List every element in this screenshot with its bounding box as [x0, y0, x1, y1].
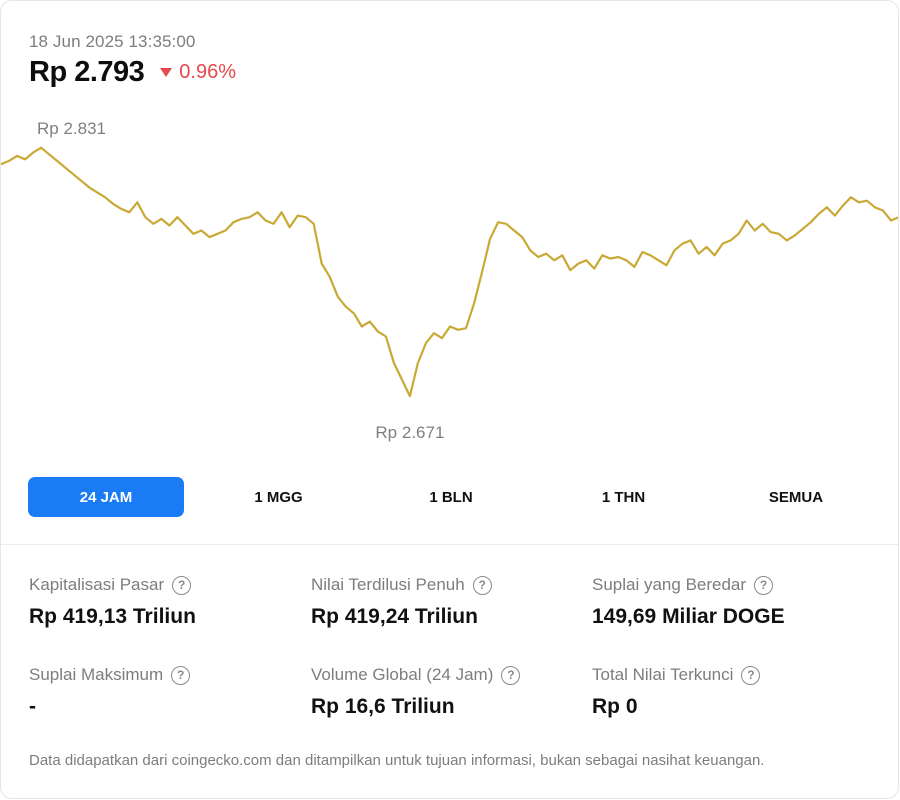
stat-global-volume: Volume Global (24 Jam) ? Rp 16,6 Triliun [311, 664, 581, 719]
help-icon[interactable]: ? [172, 575, 192, 595]
stat-label: Suplai Maksimum [29, 665, 164, 684]
stat-value: Rp 16,6 Triliun [311, 695, 455, 718]
disclaimer-footnote: Data didapatkan dari coingecko.com dan d… [29, 752, 765, 769]
tab-24-jam[interactable]: 24 JAM [28, 477, 184, 517]
stat-value: Rp 419,24 Triliun [311, 605, 478, 628]
price-change: 0.96% [160, 61, 236, 84]
price-row: Rp 2.793 0.96% [29, 55, 236, 89]
time-range-tabs: 24 JAM 1 MGG 1 BLN 1 THN SEMUA [28, 477, 874, 517]
stat-label: Volume Global (24 Jam) [311, 665, 494, 684]
current-price: Rp 2.793 [29, 55, 145, 88]
chart-low-label: Rp 2.671 [375, 423, 444, 442]
stat-total-value-locked: Total Nilai Terkunci ? Rp 0 [592, 664, 862, 719]
stat-value: 149,69 Miliar DOGE [592, 605, 785, 628]
divider [1, 544, 898, 545]
price-chart[interactable]: Rp 2.831 Rp 2.671 [1, 101, 899, 451]
price-line [1, 146, 898, 398]
help-icon[interactable]: ? [501, 665, 521, 685]
help-icon[interactable]: ? [171, 665, 191, 685]
tab-1-mgg[interactable]: 1 MGG [254, 488, 303, 506]
timestamp: 18 Jun 2025 13:35:00 [29, 32, 196, 51]
tab-semua[interactable]: SEMUA [768, 488, 824, 506]
tab-1-thn[interactable]: 1 THN [601, 488, 646, 506]
help-icon[interactable]: ? [754, 575, 774, 595]
help-icon[interactable]: ? [472, 575, 492, 595]
stat-label: Nilai Terdilusi Penuh [311, 575, 465, 594]
chart-high-label: Rp 2.831 [37, 119, 106, 138]
stat-label: Total Nilai Terkunci [592, 665, 734, 684]
stat-market-cap: Kapitalisasi Pasar ? Rp 419,13 Triliun [29, 574, 299, 629]
stat-label: Kapitalisasi Pasar [29, 575, 165, 594]
stat-value: - [29, 695, 36, 718]
help-icon[interactable]: ? [741, 665, 761, 685]
tab-1-bln[interactable]: 1 BLN [429, 488, 473, 506]
down-triangle-icon [160, 67, 173, 77]
stat-label: Suplai yang Beredar [592, 575, 747, 594]
price-change-value: 0.96% [179, 60, 237, 83]
stat-max-supply: Suplai Maksimum ? - [29, 664, 299, 719]
stat-value: Rp 0 [592, 695, 638, 718]
stat-fully-diluted-value: Nilai Terdilusi Penuh ? Rp 419,24 Triliu… [311, 574, 581, 629]
stat-value: Rp 419,13 Triliun [29, 605, 196, 628]
stat-circulating-supply: Suplai yang Beredar ? 149,69 Miliar DOGE [592, 574, 862, 629]
